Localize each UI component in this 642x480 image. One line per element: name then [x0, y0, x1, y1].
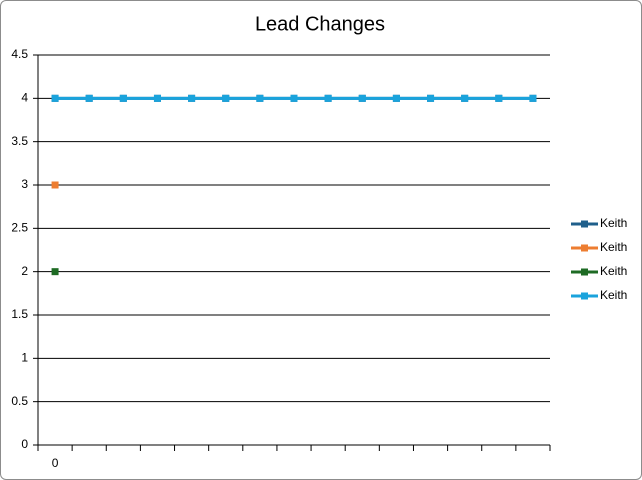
marker	[392, 94, 400, 102]
legend-label: Keith	[600, 240, 627, 254]
y-tick-label: 4	[21, 91, 28, 105]
marker	[529, 94, 537, 102]
marker	[256, 94, 264, 102]
legend-marker	[581, 268, 588, 276]
marker	[85, 94, 93, 102]
marker	[51, 268, 59, 276]
marker	[188, 94, 196, 102]
marker	[119, 94, 127, 102]
y-tick-label: 2	[21, 264, 28, 278]
marker	[324, 94, 332, 102]
y-tick-label: 2.5	[11, 221, 28, 235]
y-tick-label: 1.5	[11, 307, 28, 321]
y-tick-label: 3.5	[11, 134, 28, 148]
marker	[222, 94, 230, 102]
legend-marker	[581, 220, 588, 228]
y-tick-label: 3	[21, 177, 28, 191]
legend-label: Keith	[600, 264, 627, 278]
chart-title: Lead Changes	[255, 13, 385, 35]
legend-marker	[581, 292, 588, 300]
marker	[461, 94, 469, 102]
y-tick-label: 1	[21, 351, 28, 365]
marker	[290, 94, 298, 102]
marker	[427, 94, 435, 102]
marker	[51, 181, 59, 189]
marker	[153, 94, 161, 102]
marker	[495, 94, 503, 102]
legend-marker	[581, 244, 588, 252]
marker	[51, 94, 59, 102]
marker	[358, 94, 366, 102]
legend-label: Keith	[600, 216, 627, 230]
y-tick-label: 4.5	[11, 47, 28, 61]
x-tick-label: 0	[52, 456, 59, 470]
y-tick-label: 0.5	[11, 394, 28, 408]
y-tick-label: 0	[21, 437, 28, 451]
legend-label: Keith	[600, 288, 627, 302]
